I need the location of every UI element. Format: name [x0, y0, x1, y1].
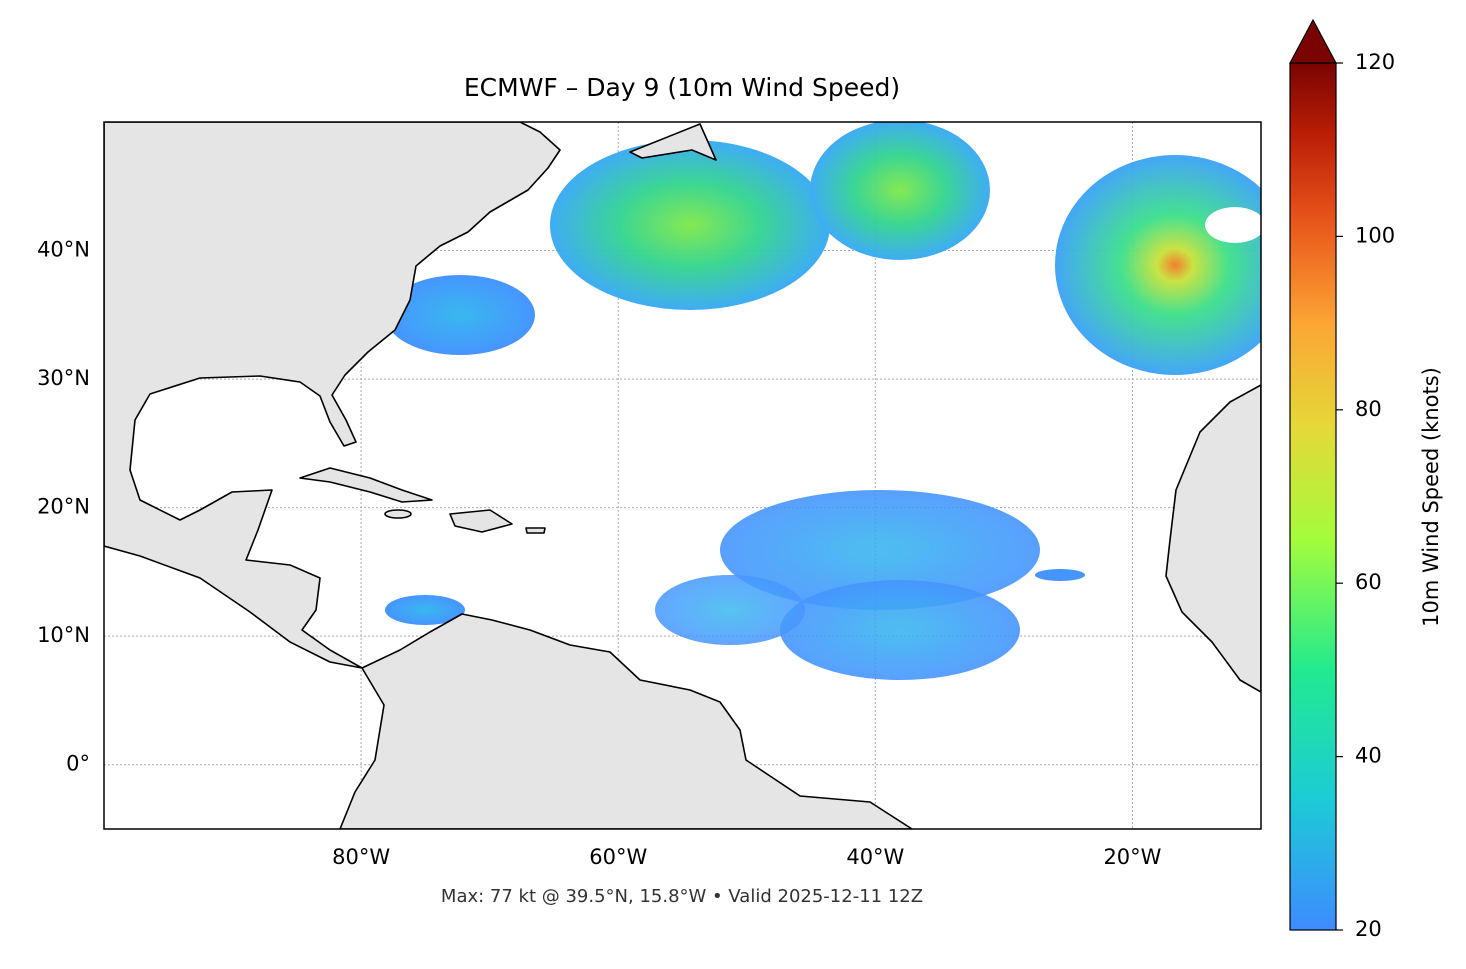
chart-title: ECMWF – Day 9 (10m Wind Speed): [464, 73, 900, 102]
colorbar-extend: [1288, 18, 1338, 64]
colorbar-tick-label: 20: [1355, 917, 1382, 941]
wind-field: [385, 122, 1261, 680]
colorbar-tick-label: 100: [1355, 223, 1395, 247]
land: [104, 122, 1261, 829]
x-tick-label: 60°W: [589, 845, 647, 869]
x-tick-label: 80°W: [332, 845, 390, 869]
y-tick-label: 0°: [66, 752, 90, 776]
colorbar-tick-label: 40: [1355, 744, 1382, 768]
colorbar-tick-label: 120: [1355, 50, 1395, 74]
y-tick-label: 30°N: [37, 366, 90, 390]
x-tick-label: 20°W: [1103, 845, 1161, 869]
map-frame: [103, 121, 1262, 830]
axes: 80°W 60°W 40°W 20°W 0° 10°N 20°N 30°N 40°N 20 40 60…: [37, 50, 1395, 941]
subtitle: Max: 77 kt @ 39.5°N, 15.8°W • Valid 2025…: [441, 886, 923, 907]
y-tick-label: 40°N: [37, 238, 90, 262]
colorbar-tick-label: 60: [1355, 570, 1382, 594]
colorbar-label: 10m Wind Speed (knots): [1419, 367, 1443, 627]
y-tick-label: 20°N: [37, 495, 90, 519]
colorbar: [1289, 62, 1337, 931]
x-tick-label: 40°W: [846, 845, 904, 869]
y-tick-label: 10°N: [37, 623, 90, 647]
map-area: [104, 122, 1261, 829]
colorbar-tick-label: 80: [1355, 397, 1382, 421]
